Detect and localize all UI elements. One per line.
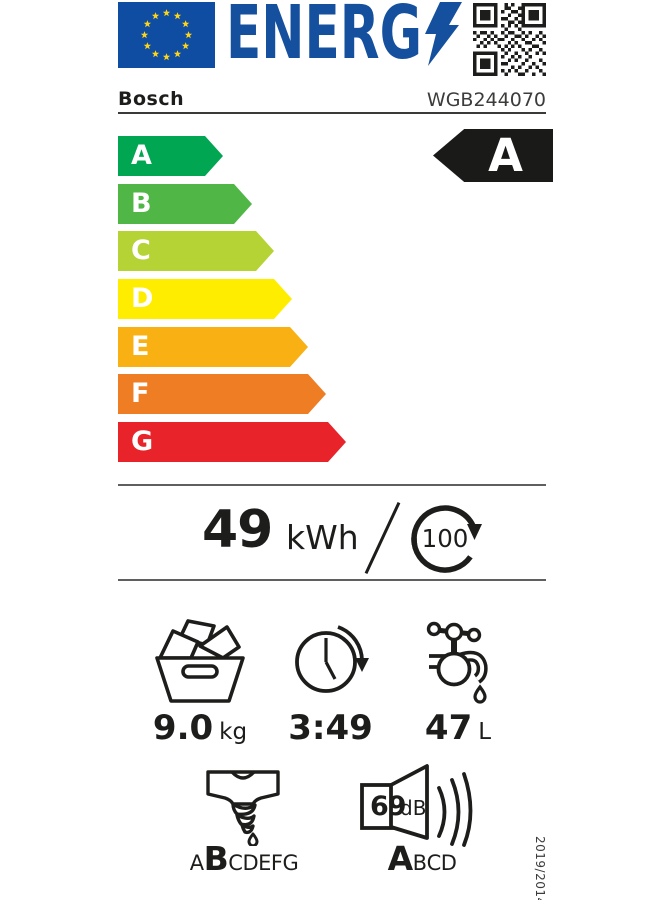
scale-divider [118,484,546,486]
scale-letter: F [131,378,150,409]
spin-class-f: F [270,851,283,875]
energ-logo: ENERG [226,0,462,68]
regulation-number: 2019/2014 [533,836,547,900]
water-drop-icon [473,684,487,704]
brand-name: Bosch [118,88,185,110]
spin-dry-icon [206,770,280,846]
noise-class-letters: A B C D [372,839,472,878]
laundry-basket-icon [155,619,245,703]
noise-class-d: D [440,851,457,875]
cycles-value: 100 [422,524,469,553]
duration-value-row: 3:49 [288,708,373,748]
spin-class-d: D [242,851,259,875]
arrowhead-icon [467,524,482,540]
scale-arrow-d: D [118,279,292,319]
water-value-row: 47 L [416,708,500,748]
model-number: WGB244070 [426,89,546,111]
noise-value: 69 [370,791,406,822]
energy-value: 49 [202,500,273,560]
scale-letter: E [131,331,150,362]
energ-logo-text: ENERG [226,0,422,68]
capacity-unit: kg [219,719,248,745]
sound-waves-icon [437,772,473,847]
eu-flag-icon [118,2,215,68]
energy-unit: kWh [286,518,359,557]
water-drop-icon [247,832,259,846]
scale-arrow-a: A [118,136,223,176]
scale-arrow-f: F [118,374,326,414]
clock-icon [295,625,369,693]
scale-letter: D [131,283,154,314]
spin-class-g: G [282,851,299,875]
qr-code [473,3,546,76]
spin-class-letters: A B C D E F G [178,839,310,878]
spin-class-e: E [258,851,271,875]
scale-arrow-b: B [118,184,252,224]
noise-unit: dB [400,796,426,820]
scale-arrow-e: E [118,327,308,367]
water-tap-icon [426,621,488,704]
scale-letter: G [131,426,154,457]
spin-class-a: A [189,851,204,875]
spin-class-c: C [228,851,243,875]
energy-divider [118,579,546,581]
water-value: 47 [424,708,473,748]
noise-speaker-icon: 69 dB [360,764,473,847]
spin-class-b-rated: B [203,839,229,878]
scale-arrow-c: C [118,231,274,271]
noise-class-a-rated: A [387,839,414,878]
rating-class-letter: A [488,129,523,182]
slash-divider [362,499,404,577]
header-divider [118,112,546,114]
capacity-value-row: 9.0 kg [150,708,250,748]
scale-letter: B [131,188,152,219]
lightning-bolt-icon [425,2,462,66]
scale-letter: C [131,235,151,266]
scale-arrow-g: G [118,422,346,462]
rating-arrow: A [433,129,553,182]
capacity-value: 9.0 [152,708,214,748]
noise-class-c: C [426,851,442,875]
water-unit: L [478,719,492,745]
duration-value: 3:49 [288,708,373,748]
scale-letter: A [131,140,152,171]
per-100-cycles-icon: 100 [411,505,482,573]
noise-class-b: B [412,851,427,875]
